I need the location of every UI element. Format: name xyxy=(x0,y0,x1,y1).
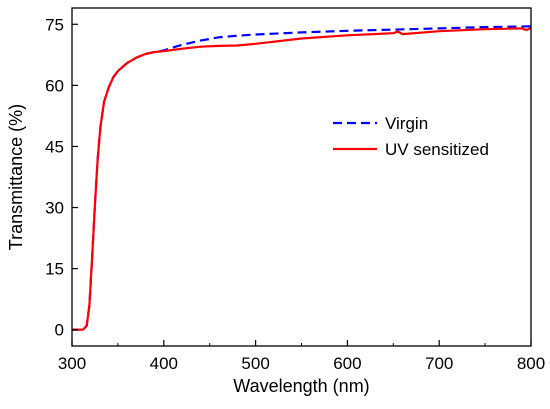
legend-label: UV sensitized xyxy=(385,140,489,159)
plot-area xyxy=(72,25,532,331)
series-line-uv-sensitized xyxy=(72,26,532,331)
y-tick-label: 45 xyxy=(45,137,64,156)
y-tick-label: 0 xyxy=(55,321,64,340)
legend-label: Virgin xyxy=(385,114,428,133)
y-axis-title: Transmittance (%) xyxy=(6,104,26,250)
y-tick-label: 60 xyxy=(45,76,64,95)
plot-frame xyxy=(71,7,532,347)
axis-ticks: 300 400 500 600 700 800 0 15 30 45 60 75 xyxy=(45,15,545,373)
x-tick-label: 500 xyxy=(241,354,269,373)
y-tick-label: 15 xyxy=(45,260,64,279)
x-tick-label: 700 xyxy=(425,354,453,373)
legend: Virgin UV sensitized xyxy=(333,114,489,159)
x-tick-label: 800 xyxy=(517,354,545,373)
x-tick-label: 400 xyxy=(150,354,178,373)
x-axis-title: Wavelength (nm) xyxy=(233,376,369,396)
y-tick-label: 30 xyxy=(45,199,64,218)
x-tick-label: 600 xyxy=(333,354,361,373)
y-tick-label: 75 xyxy=(45,15,64,34)
series-line-virgin xyxy=(72,25,532,331)
x-tick-label: 300 xyxy=(58,354,86,373)
